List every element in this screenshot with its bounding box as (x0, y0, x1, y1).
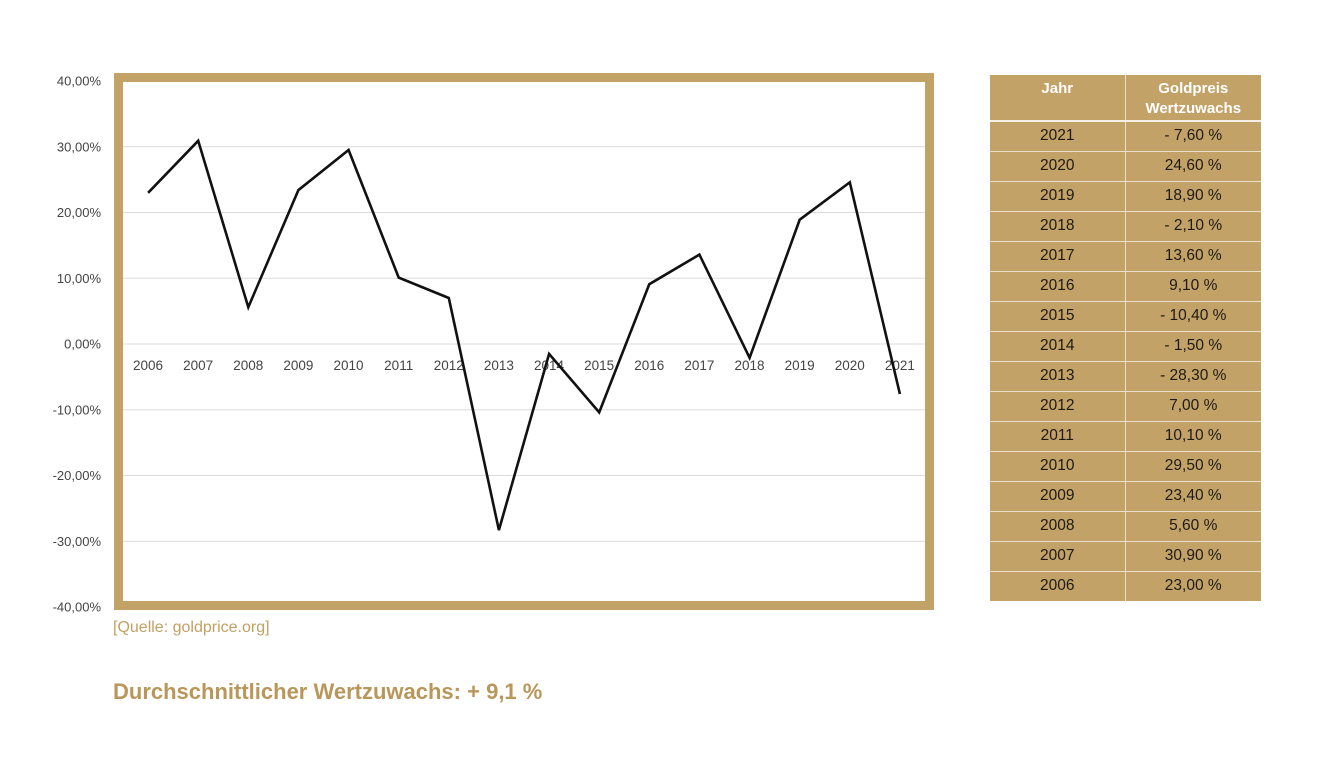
year-cell: 2015 (990, 301, 1126, 332)
header-year: Jahr (990, 75, 1126, 122)
year-cell: 2021 (990, 121, 1126, 152)
year-cell: 2019 (990, 181, 1126, 212)
growth-cell: 23,40 % (1125, 481, 1261, 512)
table-row: 2017 13,60 % (990, 241, 1261, 272)
source-note: [Quelle: goldprice.org] (113, 619, 270, 636)
x-tick-label: 2015 (584, 358, 614, 373)
header-gold-growth: Goldpreis Wertzuwachs (1125, 75, 1261, 122)
year-cell: 2010 (990, 451, 1126, 482)
year-cell: 2016 (990, 271, 1126, 302)
x-tick-label: 2013 (484, 358, 514, 373)
year-cell: 2008 (990, 511, 1126, 542)
growth-cell: 24,60 % (1125, 151, 1261, 182)
year-cell: 2014 (990, 331, 1126, 362)
gridlines (123, 146, 925, 542)
year-cell: 2017 (990, 241, 1126, 272)
year-cell: 2018 (990, 211, 1126, 242)
y-tick-label: 40,00% (57, 74, 102, 89)
growth-cell: 13,60 % (1125, 241, 1261, 272)
x-axis-ticks: 2006 2007 2008 2009 2010 2011 2012 2013 2014 2015… (133, 358, 915, 373)
table-row: 2015- 10,40 % (990, 301, 1261, 332)
y-tick-label: 0,00% (64, 337, 101, 352)
growth-cell: - 10,40 % (1125, 301, 1261, 332)
series-group (147, 138, 902, 531)
year-cell: 2011 (990, 421, 1126, 452)
table-row: 2010 29,50 % (990, 451, 1261, 482)
series-line (147, 138, 902, 531)
table-row: 2012 7,00 % (990, 391, 1261, 422)
year-cell: 2009 (990, 481, 1126, 512)
growth-cell: - 28,30 % (1125, 361, 1261, 392)
average-growth-label: Durchschnittlicher Wertzuwachs: (113, 679, 461, 704)
x-tick-label: 2021 (885, 358, 915, 373)
y-tick-label: -10,00% (53, 402, 102, 417)
growth-cell: 18,90 % (1125, 181, 1261, 212)
x-tick-label: 2009 (283, 358, 313, 373)
table-row: 2016 9,10 % (990, 271, 1261, 302)
table-row: 2011 10,10 % (990, 421, 1261, 452)
header-gold-growth-line1: Goldpreis (1158, 80, 1229, 97)
y-tick-label: -40,00% (53, 600, 102, 615)
table-row: 2019 18,90 % (990, 181, 1261, 212)
average-growth-value: + 9,1 % (467, 679, 543, 704)
table-header-row: Jahr Goldpreis Wertzuwachs (990, 75, 1261, 122)
x-tick-label: 2018 (735, 358, 765, 373)
header-gold-growth-line2: Wertzuwachs (1145, 100, 1242, 117)
y-axis-ticks: 40,00% 30,00% 20,00% 10,00% 0,00% -10,00% -20,… (53, 74, 102, 615)
growth-cell: 9,10 % (1125, 271, 1261, 302)
chart-frame (114, 73, 934, 610)
table-row: 2009 23,40 % (990, 481, 1261, 512)
table-row: 2021- 7,60 % (990, 121, 1261, 152)
y-tick-label: 30,00% (57, 139, 102, 154)
x-tick-label: 2010 (334, 358, 364, 373)
year-cell: 2020 (990, 151, 1126, 182)
growth-cell: - 7,60 % (1125, 121, 1261, 152)
x-tick-label: 2008 (233, 358, 263, 373)
average-growth-summary: Durchschnittlicher Wertzuwachs: + 9,1 % (113, 679, 542, 705)
line-chart: 40,00% 30,00% 20,00% 10,00% 0,00% -10,00% -20,… (53, 73, 934, 615)
x-tick-label: 2016 (634, 358, 664, 373)
growth-cell: - 2,10 % (1125, 211, 1261, 242)
growth-cell: - 1,50 % (1125, 331, 1261, 362)
table-row: 2020 24,60 % (990, 151, 1261, 182)
table-row: 2007 30,90 % (990, 541, 1261, 572)
x-tick-label: 2017 (684, 358, 714, 373)
growth-cell: 7,00 % (1125, 391, 1261, 422)
x-tick-label: 2006 (133, 358, 163, 373)
year-cell: 2012 (990, 391, 1126, 422)
table-row: 2013- 28,30 % (990, 361, 1261, 392)
growth-cell: 5,60 % (1125, 511, 1261, 542)
table-row: 2006 23,00 % (990, 571, 1261, 601)
table-row: 2014- 1,50 % (990, 331, 1261, 362)
y-tick-label: 20,00% (57, 205, 102, 220)
growth-cell: 29,50 % (1125, 451, 1261, 482)
x-tick-label: 2011 (384, 358, 413, 373)
x-tick-label: 2012 (434, 358, 464, 373)
growth-cell: 30,90 % (1125, 541, 1261, 572)
table-row: 2008 5,60 % (990, 511, 1261, 542)
growth-cell: 23,00 % (1125, 571, 1261, 601)
y-tick-label: 10,00% (57, 271, 102, 286)
growth-cell: 10,10 % (1125, 421, 1261, 452)
table-row: 2018- 2,10 % (990, 211, 1261, 242)
x-tick-label: 2019 (785, 358, 815, 373)
year-cell: 2007 (990, 541, 1126, 572)
year-cell: 2013 (990, 361, 1126, 392)
y-tick-label: -30,00% (53, 534, 102, 549)
year-cell: 2006 (990, 571, 1126, 601)
y-tick-label: -20,00% (53, 468, 102, 483)
gold-price-table: Jahr Goldpreis Wertzuwachs 2021- 7,60 % … (990, 75, 1261, 601)
x-tick-label: 2020 (835, 358, 865, 373)
x-tick-label: 2007 (183, 358, 213, 373)
